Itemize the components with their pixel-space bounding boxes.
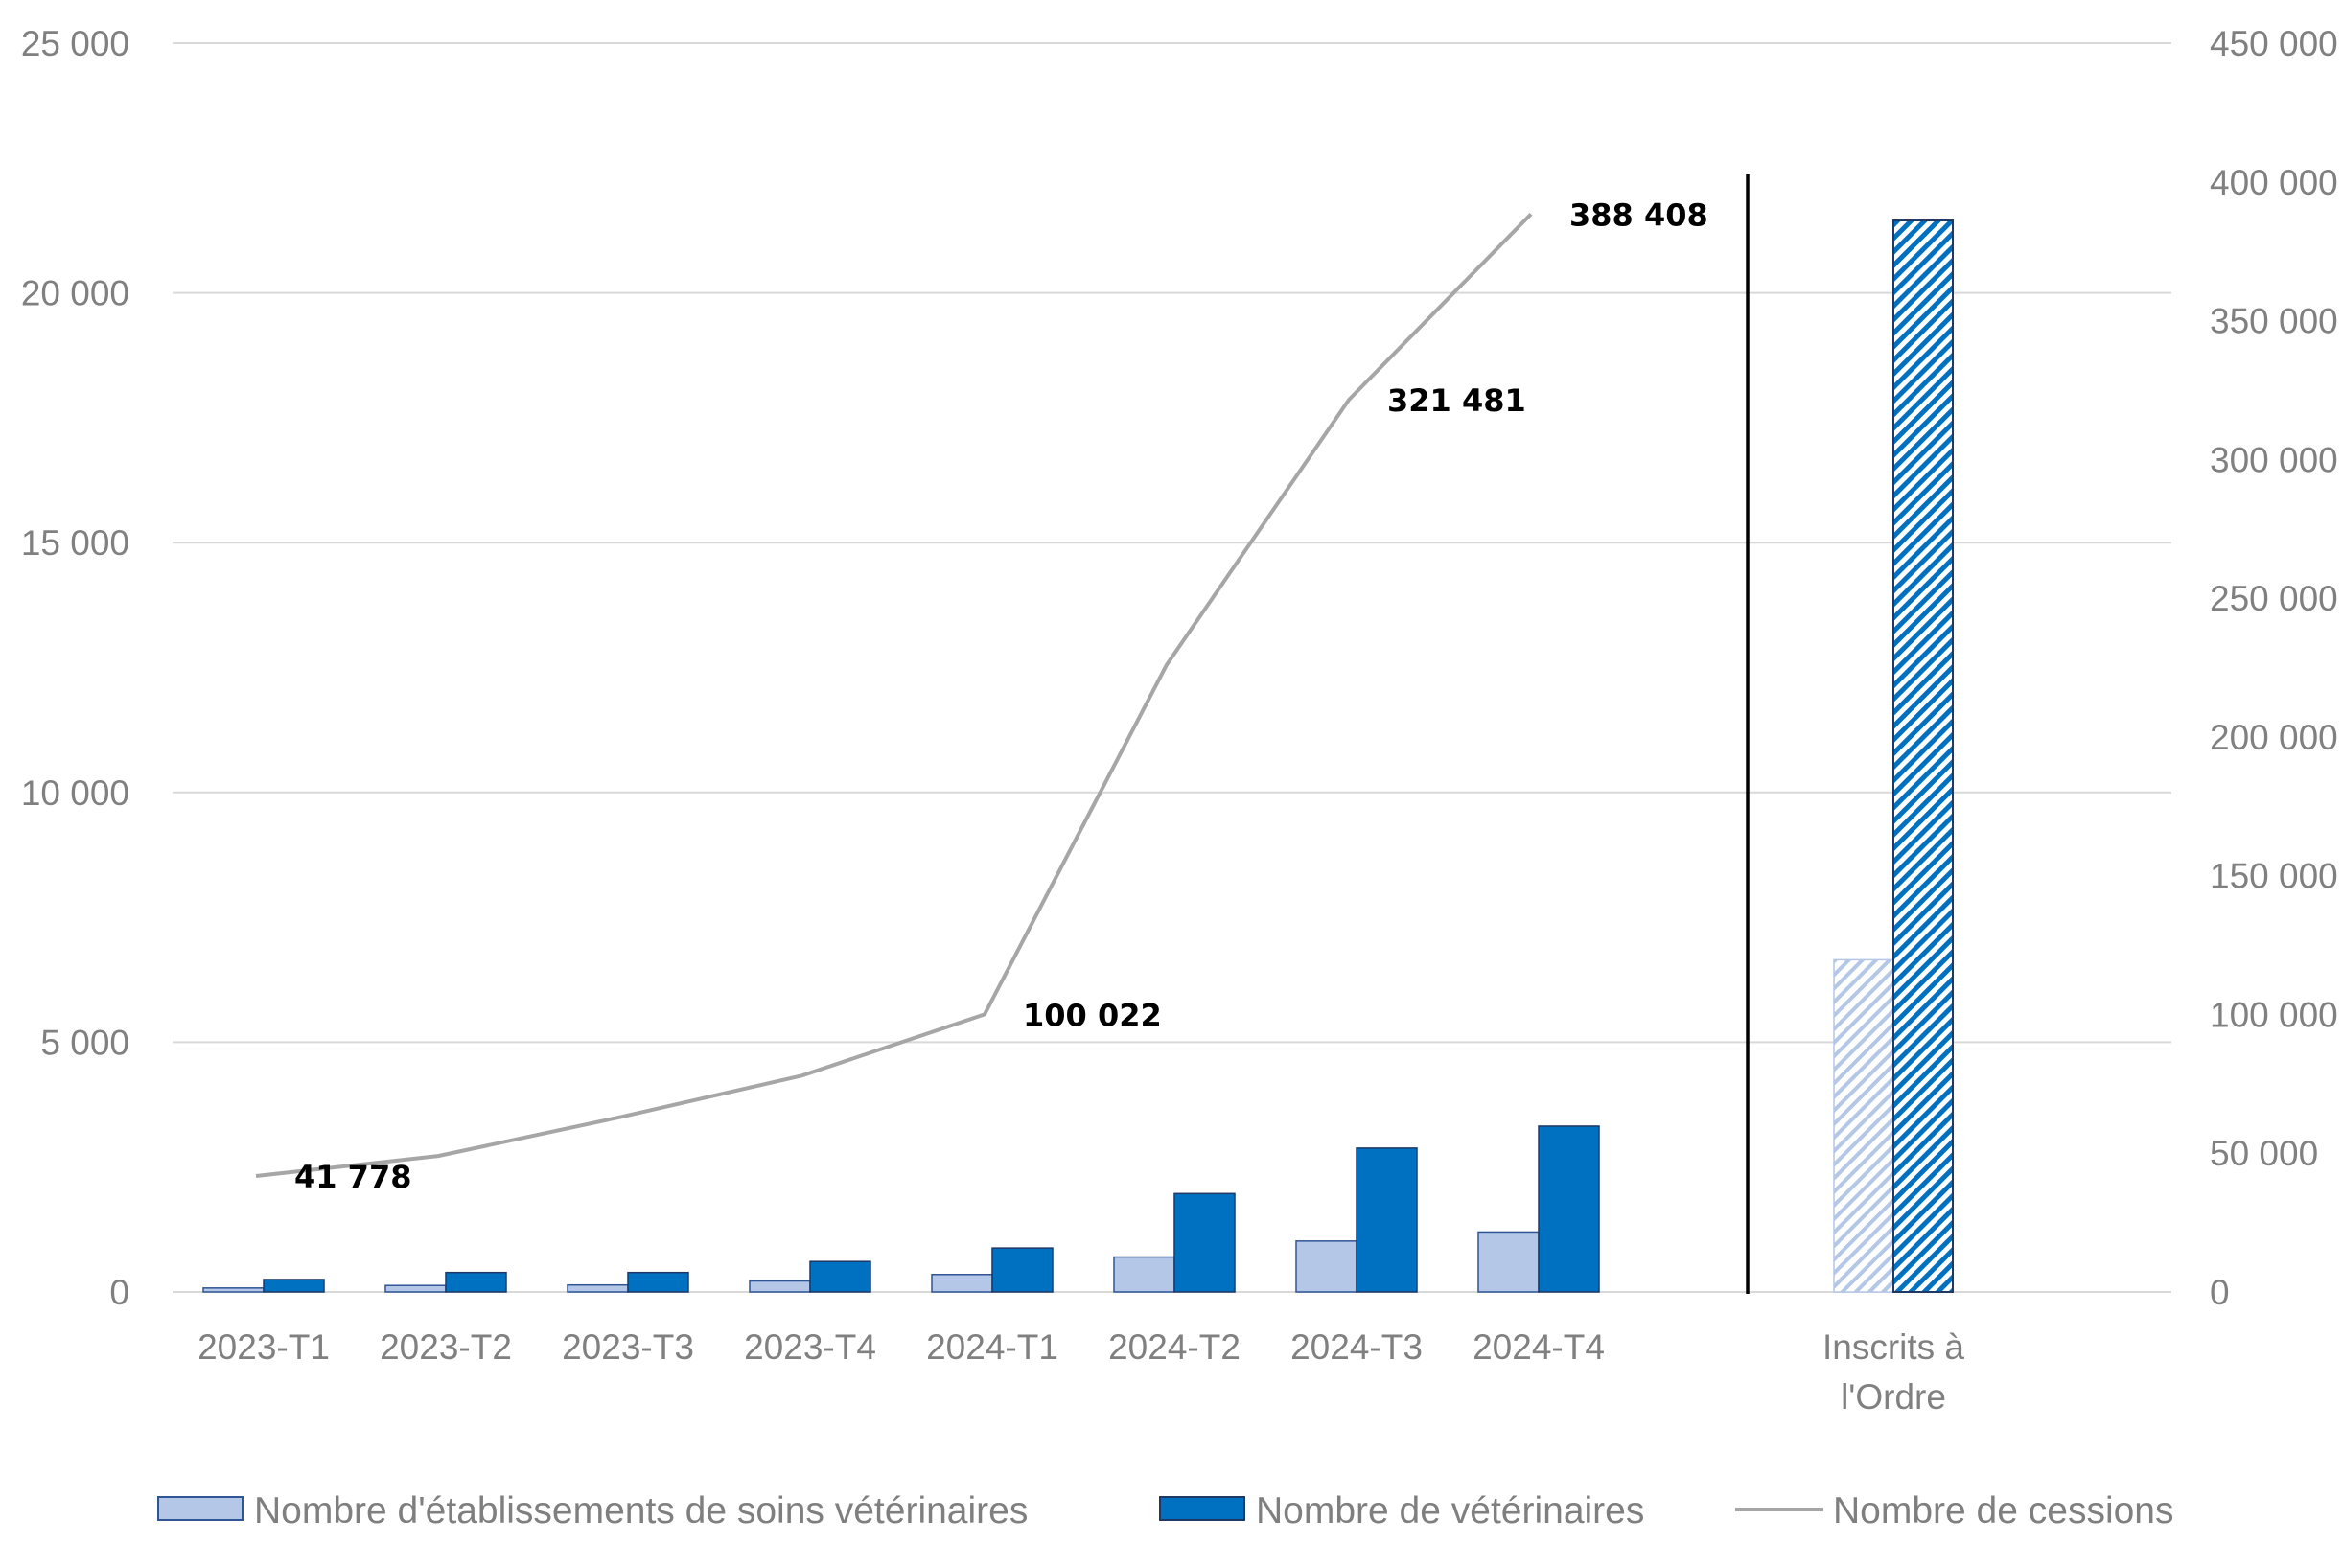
right-tick-label: 150 000: [2210, 857, 2338, 896]
right-tick-label: 350 000: [2210, 302, 2338, 341]
right-tick-label: 200 000: [2210, 718, 2338, 757]
left-y-axis: 0 5 000 10 000 15 000 20 000 25 000: [21, 24, 129, 1312]
line-data-label: 100 022: [1023, 997, 1162, 1033]
bar-etablissements: [1295, 1240, 1357, 1293]
category-label-inscrits: l'Ordre: [1841, 1377, 1946, 1417]
category-label: 2023-T1: [197, 1327, 330, 1367]
bar-veterinaires: [627, 1271, 689, 1293]
bar-etablissements: [202, 1287, 265, 1293]
right-y-axis: 0 50 000 100 000 150 000 200 000 250 000 300 0…: [2210, 24, 2338, 1312]
category-label: 2024-T3: [1290, 1327, 1423, 1367]
category-label: 2023-T2: [380, 1327, 512, 1367]
bar-veterinaires: [1356, 1147, 1418, 1293]
right-tick-label: 50 000: [2210, 1134, 2318, 1173]
bar-veterinaires: [445, 1271, 507, 1293]
right-tick-label: 400 000: [2210, 163, 2338, 202]
category-label: 2024-T4: [1473, 1327, 1605, 1367]
bar-etablissements: [1477, 1231, 1540, 1293]
bar-etablissements: [749, 1280, 811, 1293]
legend-label: Nombre de vétérinaires: [1256, 1490, 1644, 1532]
cessions-line-series: [255, 212, 1533, 1179]
left-tick-label: 5 000: [40, 1023, 129, 1062]
data-labels: 41 778 100 022 321 481 388 408: [294, 196, 1708, 1195]
left-tick-label: 0: [109, 1273, 129, 1312]
left-tick-label: 25 000: [21, 24, 129, 63]
legend-label: Nombre d'établissements de soins vétérin…: [254, 1490, 1028, 1532]
bar-veterinaires: [1538, 1125, 1600, 1293]
right-tick-label: 0: [2210, 1273, 2230, 1312]
bar-veterinaires: [809, 1260, 871, 1293]
cessions-line: [255, 212, 1533, 1179]
category-label: 2024-T2: [1108, 1327, 1241, 1367]
bar-veterinaires-inscrits: [1892, 219, 1954, 1293]
category-label: 2023-T3: [562, 1327, 694, 1367]
left-tick-label: 20 000: [21, 274, 129, 313]
left-tick-label: 15 000: [21, 523, 129, 563]
bar-etablissements-inscrits: [1833, 958, 1894, 1293]
bar-etablissements: [384, 1284, 447, 1293]
right-tick-label: 250 000: [2210, 579, 2338, 618]
line-data-label: 388 408: [1569, 196, 1708, 233]
right-tick-label: 450 000: [2210, 24, 2338, 63]
bar-veterinaires: [1173, 1192, 1236, 1293]
right-tick-label: 300 000: [2210, 440, 2338, 479]
category-label: 2024-T1: [926, 1327, 1058, 1367]
left-tick-label: 10 000: [21, 773, 129, 813]
bar-veterinaires: [991, 1247, 1054, 1293]
right-tick-label: 100 000: [2210, 995, 2338, 1034]
category-label: 2023-T4: [744, 1327, 876, 1367]
legend-swatch-bar: [157, 1496, 244, 1521]
bar-etablissements: [1113, 1256, 1175, 1293]
category-label-inscrits: Inscrits à: [1822, 1327, 1964, 1367]
line-data-label: 41 778: [294, 1159, 411, 1195]
legend: Nombre d'établissements de soins vétérin…: [157, 1490, 2174, 1532]
bar-veterinaires: [263, 1279, 325, 1293]
bars: [202, 219, 1954, 1293]
bar-etablissements: [931, 1274, 993, 1293]
legend-swatch-bar: [1159, 1496, 1245, 1521]
x-axis-labels: 2023-T1 2023-T2 2023-T3 2023-T4 2024-T1 2024-…: [197, 1327, 1964, 1417]
line-data-label: 321 481: [1387, 382, 1526, 419]
bar-etablissements: [567, 1283, 629, 1293]
legend-label: Nombre de cessions: [1833, 1490, 2174, 1532]
